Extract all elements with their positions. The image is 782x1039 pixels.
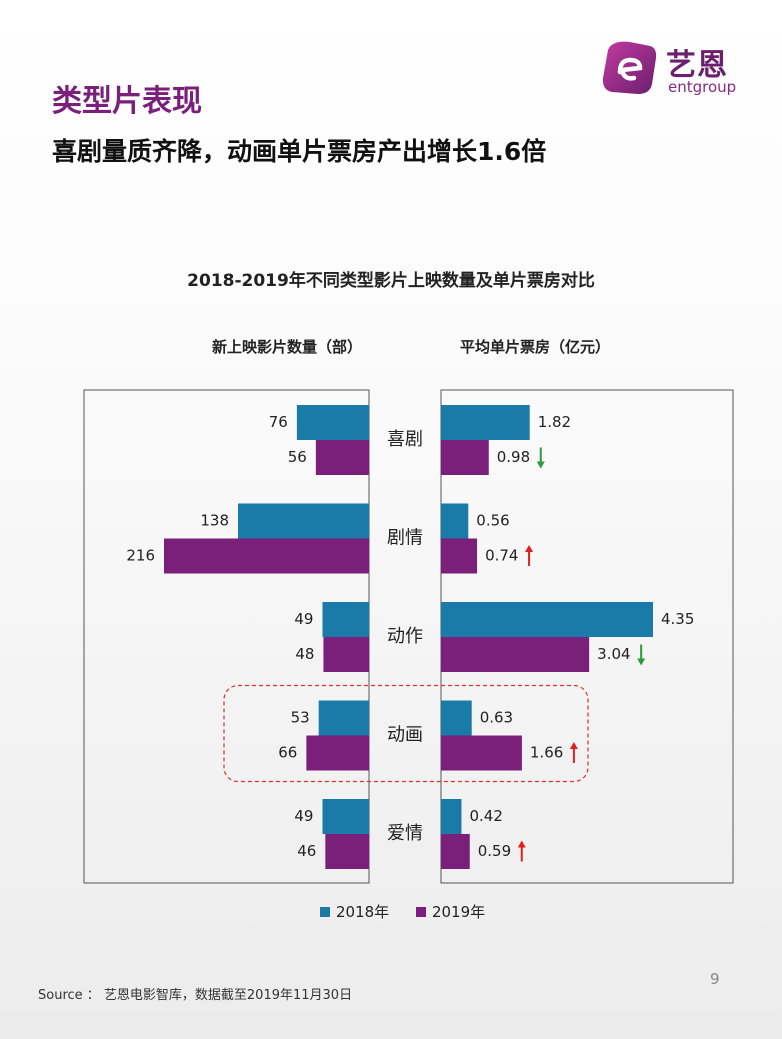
- right-bar-2018-cat-0: [441, 405, 530, 440]
- right-label-2018-cat-2: 4.35: [661, 610, 694, 628]
- right-label-2019-cat-3: 1.66: [530, 744, 563, 762]
- left-bar-2018-cat-0: [296, 405, 369, 440]
- right-bar-2018-cat-3: [441, 700, 472, 736]
- right-label-2019-cat-2: 3.04: [597, 645, 630, 663]
- trend-up-arrow-icon-cat-1: [525, 545, 534, 566]
- trend-down-arrow-icon-cat-2: [637, 644, 646, 666]
- left-bar-2018-cat-3: [318, 700, 369, 736]
- left-label-2019-cat-3: 66: [278, 744, 297, 762]
- highlight-box-animation: [223, 684, 589, 783]
- left-bar-2018-cat-1: [238, 503, 369, 539]
- category-label-cat-1: 剧情: [387, 528, 423, 549]
- chart-legend: 2018年 2019年: [320, 901, 507, 922]
- category-label-cat-3: 动画: [387, 725, 423, 746]
- legend-label-2018: 2018年: [336, 903, 390, 921]
- left-bar-2019-cat-0: [315, 440, 369, 475]
- section-title: 类型片表现: [52, 84, 202, 119]
- left-label-2019-cat-2: 48: [295, 645, 314, 663]
- right-bar-2018-cat-2: [441, 602, 653, 637]
- slide-headline: 喜剧量质齐降，动画单片票房产出增长1.6倍: [52, 137, 547, 166]
- entgroup-logo: 艺恩 entgroup: [600, 38, 760, 100]
- left-label-2019-cat-4: 46: [297, 842, 316, 860]
- left-bar-2019-cat-2: [323, 637, 369, 672]
- right-label-2019-cat-0: 0.98: [497, 448, 530, 466]
- category-label-cat-4: 爱情: [387, 823, 423, 844]
- left-label-2018-cat-4: 49: [294, 807, 313, 825]
- legend-item-2019: 2019年: [415, 901, 486, 922]
- right-label-2018-cat-1: 0.56: [476, 512, 509, 530]
- legend-item-2018: 2018年: [320, 901, 389, 922]
- left-label-2018-cat-0: 76: [269, 413, 288, 431]
- logo-english-text: entgroup: [668, 78, 737, 96]
- page-number: 9: [710, 970, 720, 988]
- right-bar-2018-cat-4: [441, 799, 462, 834]
- trend-down-arrow-icon-cat-0: [536, 447, 545, 469]
- right-bar-2019-cat-1: [441, 538, 478, 574]
- entgroup-emblem-icon: [602, 41, 657, 94]
- left-label-2019-cat-1: 216: [126, 547, 155, 565]
- right-label-2019-cat-4: 0.59: [478, 842, 511, 860]
- trend-up-arrow-icon-cat-3: [569, 742, 578, 763]
- trend-up-arrow-icon-cat-4: [517, 840, 526, 862]
- right-bar-2018-cat-1: [441, 503, 469, 539]
- left-label-2018-cat-1: 138: [200, 512, 229, 530]
- right-label-2019-cat-1: 0.74: [485, 547, 518, 565]
- left-label-2018-cat-2: 49: [294, 610, 313, 628]
- left-bar-2018-cat-4: [322, 799, 369, 834]
- left-bar-2019-cat-3: [306, 735, 369, 771]
- left-panel-title: 新上映影片数量（部）: [212, 338, 363, 356]
- right-bar-2019-cat-0: [441, 440, 489, 475]
- right-panel-title: 平均单片票房（亿元）: [460, 338, 611, 356]
- logo-chinese-text: 艺恩: [666, 48, 728, 83]
- left-label-2018-cat-3: 53: [291, 709, 310, 727]
- category-label-cat-2: 动作: [387, 626, 423, 647]
- chart-title: 2018-2019年不同类型影片上映数量及单片票房对比: [187, 271, 595, 291]
- category-label-cat-0: 喜剧: [387, 429, 423, 450]
- legend-swatch-2019: [415, 906, 426, 917]
- right-bar-2019-cat-4: [441, 834, 470, 869]
- legend-label-2019: 2019年: [431, 903, 486, 921]
- left-bar-2018-cat-2: [322, 602, 369, 637]
- left-label-2019-cat-0: 56: [288, 448, 307, 466]
- left-bar-2019-cat-4: [325, 834, 369, 869]
- right-label-2018-cat-4: 0.42: [469, 807, 502, 825]
- legend-swatch-2018: [320, 906, 330, 917]
- right-label-2018-cat-0: 1.82: [538, 413, 571, 431]
- right-bar-2019-cat-3: [441, 735, 522, 771]
- right-bar-2019-cat-2: [441, 637, 590, 672]
- source-note: Source ： 艺恩电影智库，数据截至2019年11月30日: [38, 988, 353, 1003]
- right-label-2018-cat-3: 0.63: [480, 709, 513, 727]
- left-bar-2019-cat-1: [164, 538, 369, 574]
